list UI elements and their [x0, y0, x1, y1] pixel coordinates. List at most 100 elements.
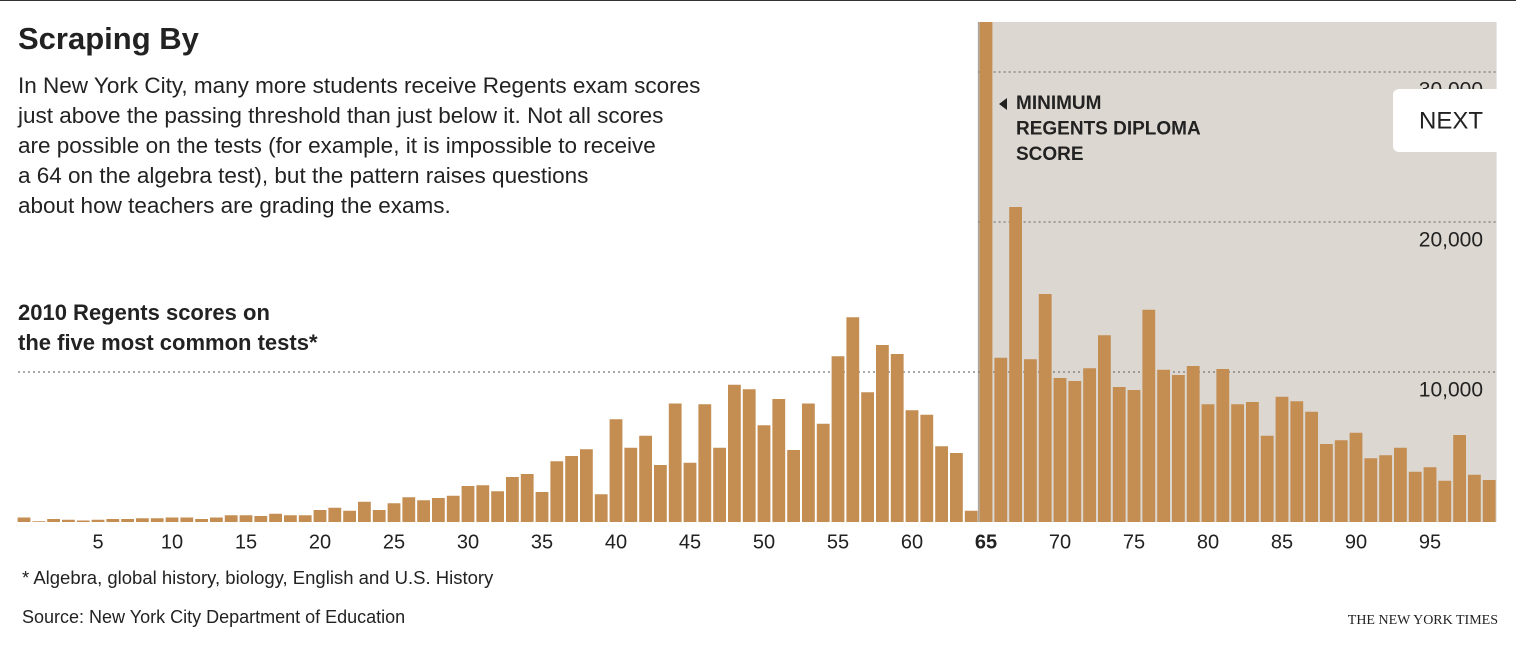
bar: [1112, 386, 1126, 522]
bar: [994, 357, 1008, 522]
bar: [47, 519, 60, 522]
bar: [1320, 443, 1333, 522]
bar: [136, 518, 149, 522]
description-line: a 64 on the algebra test), but the patte…: [18, 163, 588, 188]
bar: [1142, 309, 1156, 522]
bar: [1379, 455, 1392, 522]
bar: [402, 497, 416, 522]
bar: [313, 509, 327, 522]
bar: [17, 517, 31, 522]
x-tick-label: 90: [1345, 531, 1367, 553]
bar: [1201, 404, 1215, 522]
bar: [284, 515, 297, 522]
x-tick-label: 65: [975, 531, 997, 553]
x-tick-label: 70: [1049, 531, 1071, 553]
bar: [639, 435, 652, 522]
bar: [654, 464, 667, 522]
footnote: * Algebra, global history, biology, Engl…: [22, 567, 494, 588]
bar: [1127, 389, 1141, 522]
bar: [195, 519, 208, 522]
bar: [1246, 401, 1259, 522]
bar: [1305, 411, 1318, 522]
bar: [121, 519, 134, 522]
bar: [979, 22, 993, 522]
x-tick-label: 40: [605, 531, 627, 553]
bar: [728, 384, 741, 522]
description-line: are possible on the tests (for example, …: [18, 133, 656, 158]
bar: [328, 507, 342, 522]
bar: [668, 403, 682, 522]
annotation-line: REGENTS DIPLOMA: [1016, 119, 1201, 140]
bar: [1408, 471, 1422, 522]
bar: [550, 461, 564, 522]
next-button[interactable]: NEXT: [1393, 89, 1508, 152]
bar: [239, 515, 253, 522]
bar: [165, 517, 179, 522]
bar: [150, 518, 164, 522]
bar: [62, 519, 75, 522]
bar: [1157, 369, 1170, 522]
bar: [180, 517, 194, 522]
bars: [17, 22, 1496, 522]
bar: [742, 389, 756, 522]
bar: [1038, 293, 1052, 522]
annotation-arrow: [999, 98, 1007, 110]
bar: [1275, 396, 1289, 522]
bar: [1053, 377, 1067, 522]
bar: [1438, 480, 1452, 522]
bar: [343, 510, 356, 522]
bar: [609, 419, 623, 522]
bar: [106, 519, 120, 522]
bar: [387, 503, 401, 522]
y-tick-label: 10,000: [1419, 379, 1483, 402]
bar: [520, 473, 534, 522]
bar: [713, 447, 726, 522]
x-tick-label: 85: [1271, 531, 1293, 553]
bar: [269, 513, 282, 522]
bar: [1231, 404, 1244, 522]
x-tick-label: 25: [383, 531, 405, 553]
x-tick-label: 5: [92, 531, 103, 553]
x-tick-label: 80: [1197, 531, 1219, 553]
bar: [224, 515, 238, 522]
bar: [876, 344, 889, 522]
x-tick-label: 15: [235, 531, 257, 553]
bar: [1468, 474, 1481, 522]
bar: [683, 462, 697, 522]
bar: [772, 398, 786, 522]
bar: [76, 520, 90, 522]
bar: [1349, 432, 1363, 522]
bar: [1290, 401, 1304, 522]
bar: [861, 392, 874, 522]
bar: [905, 410, 919, 522]
x-tick-label: 35: [531, 531, 553, 553]
bar: [1083, 368, 1096, 522]
bar: [1186, 365, 1200, 522]
bar: [1394, 447, 1407, 522]
x-tick-label: 30: [457, 531, 479, 553]
bar: [565, 455, 578, 522]
description-line: just above the passing threshold than ju…: [17, 103, 663, 128]
bar: [358, 501, 371, 522]
annotation-line: SCORE: [1016, 144, 1084, 165]
bar: [1364, 458, 1378, 522]
y-tick-label: 20,000: [1419, 229, 1483, 252]
bar: [506, 476, 519, 522]
bar: [698, 404, 712, 522]
bar: [890, 353, 904, 522]
title: Scraping By: [18, 21, 200, 56]
bar: [535, 491, 549, 522]
credit: THE NEW YORK TIMES: [1348, 613, 1498, 628]
bar: [372, 509, 386, 522]
next-button-label: NEXT: [1419, 107, 1483, 134]
bar: [964, 510, 978, 522]
x-tick-label: 60: [901, 531, 923, 553]
x-tick-label: 20: [309, 531, 331, 553]
bar: [1334, 440, 1348, 522]
bar: [831, 356, 845, 522]
bar: [1216, 368, 1230, 522]
bar: [594, 494, 608, 522]
x-tick-label: 75: [1123, 531, 1145, 553]
bar: [1098, 335, 1111, 522]
